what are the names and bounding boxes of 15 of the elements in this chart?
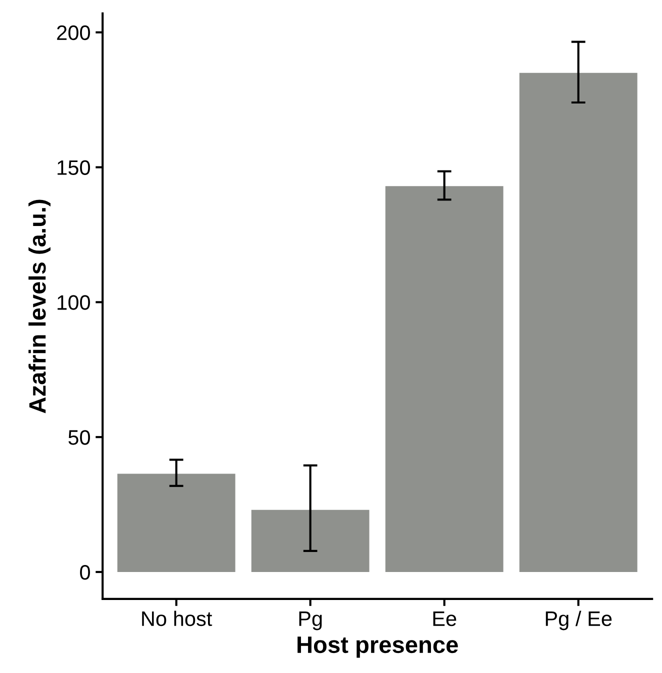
- bar: [117, 474, 236, 572]
- x-tick-label: Pg: [299, 612, 322, 630]
- x-tick-label: No host: [142, 610, 212, 626]
- bar: [519, 72, 638, 572]
- x-axis-title: Host presence: [298, 636, 458, 658]
- y-tick-label: 0: [80, 564, 90, 580]
- y-axis-title: Azafrin levels (a.u.): [28, 200, 50, 414]
- bar: [385, 186, 504, 572]
- y-tick-label: 50: [68, 430, 90, 445]
- x-tick-label: Pg / Ee: [546, 610, 612, 630]
- y-tick-label: 100: [58, 295, 90, 310]
- y-tick-label: 150: [58, 160, 90, 176]
- y-tick-label: 200: [57, 25, 90, 40]
- bar: [251, 510, 370, 572]
- x-tick-label: Ee: [433, 612, 456, 626]
